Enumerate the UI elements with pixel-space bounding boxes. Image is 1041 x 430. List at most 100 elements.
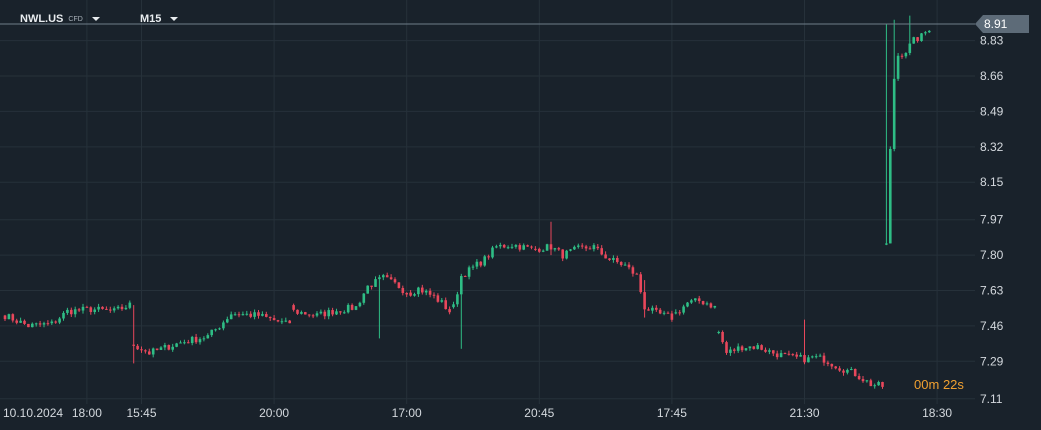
candle-body — [144, 350, 147, 352]
current-price-line: 8.91 — [0, 14, 1029, 33]
candle — [814, 353, 818, 359]
candle — [151, 347, 155, 358]
candle — [499, 242, 502, 249]
chart-grid — [0, 0, 975, 404]
candle — [725, 340, 728, 355]
candle — [736, 343, 740, 353]
candle-body — [725, 342, 728, 353]
candle-body — [787, 353, 791, 355]
candle-body — [120, 306, 124, 310]
candle — [167, 344, 171, 351]
candle-body — [452, 304, 455, 308]
candle — [775, 350, 779, 360]
candle-body — [764, 349, 767, 352]
candle-body — [639, 274, 642, 293]
candle-body — [491, 247, 494, 258]
candle — [694, 298, 697, 303]
candle — [705, 301, 709, 306]
candle — [826, 360, 830, 367]
candle-body — [339, 311, 342, 313]
candle-body — [580, 245, 584, 247]
candle-body — [658, 309, 662, 314]
time-axis[interactable]: 10.10.2024 18:00 15:45 20:00 17:00 20:45 17:45… — [3, 406, 952, 420]
candle-body — [713, 305, 717, 308]
candle — [385, 272, 389, 278]
candle — [206, 333, 210, 339]
candle-body — [534, 248, 537, 250]
candle — [66, 307, 69, 315]
candle-body — [409, 292, 412, 296]
candle — [651, 305, 654, 314]
candle-countdown: 00m 22s — [914, 377, 964, 392]
candle — [514, 244, 518, 249]
candle-body — [791, 354, 795, 356]
candle-body — [159, 347, 163, 350]
candle-body — [413, 294, 416, 296]
candle-body — [175, 343, 178, 347]
candle-body — [444, 300, 447, 310]
candle-body — [179, 342, 182, 344]
symbol-selector-button[interactable]: NWL.US CFD — [20, 11, 100, 27]
candle-body — [760, 345, 763, 350]
candle — [733, 348, 736, 354]
candle-body — [346, 304, 350, 313]
timeframe-selector-button[interactable]: M15 — [140, 11, 179, 27]
candle — [11, 313, 15, 323]
candle-body — [331, 310, 334, 315]
candle — [787, 350, 791, 356]
candle-body — [202, 338, 206, 340]
candle-body — [280, 321, 284, 323]
countdown-minutes-unit: m — [928, 377, 940, 392]
candle — [421, 284, 424, 295]
candle-body — [397, 282, 401, 288]
candle — [413, 292, 416, 297]
candle-body — [920, 33, 923, 42]
candle — [241, 311, 245, 316]
candle-body — [697, 298, 701, 302]
candle-body — [245, 313, 249, 315]
x-tick-label: 20:45 — [524, 406, 554, 420]
candle — [58, 316, 61, 325]
candle-body — [768, 350, 771, 352]
candle-body — [46, 323, 50, 325]
candle — [783, 352, 787, 355]
candle-body — [460, 276, 463, 295]
candle-body — [612, 258, 615, 260]
candle — [3, 314, 7, 322]
candle — [374, 276, 377, 288]
candle-body — [292, 305, 295, 310]
candle — [818, 353, 822, 357]
candle — [257, 309, 260, 319]
candle-body — [740, 346, 744, 351]
candle — [491, 245, 494, 259]
candle-body — [257, 312, 260, 316]
candle — [822, 352, 826, 366]
price-axis[interactable]: 8.83 8.66 8.49 8.32 8.15 7.97 7.80 7.63 7.46 7.29… — [980, 34, 1004, 406]
candle-body — [300, 312, 303, 314]
candle-body — [549, 244, 553, 250]
candle-body — [865, 380, 869, 382]
candle — [159, 346, 163, 351]
candle — [190, 335, 194, 346]
candle — [370, 285, 373, 290]
candle-body — [210, 329, 213, 336]
candle — [296, 309, 299, 315]
candle-body — [565, 250, 568, 259]
candle-body — [218, 328, 221, 330]
candle — [647, 307, 650, 311]
candle — [315, 311, 319, 318]
candle-body — [772, 350, 775, 354]
candle-body — [343, 312, 346, 314]
candle — [850, 366, 853, 371]
candle — [163, 342, 167, 351]
candle-body — [779, 353, 783, 358]
candle-body — [670, 313, 674, 320]
candle — [405, 292, 408, 298]
candle — [768, 348, 771, 355]
candle-body — [869, 380, 873, 387]
candle — [608, 258, 611, 261]
candle — [245, 310, 249, 316]
candle — [268, 316, 272, 322]
candle — [54, 320, 57, 324]
